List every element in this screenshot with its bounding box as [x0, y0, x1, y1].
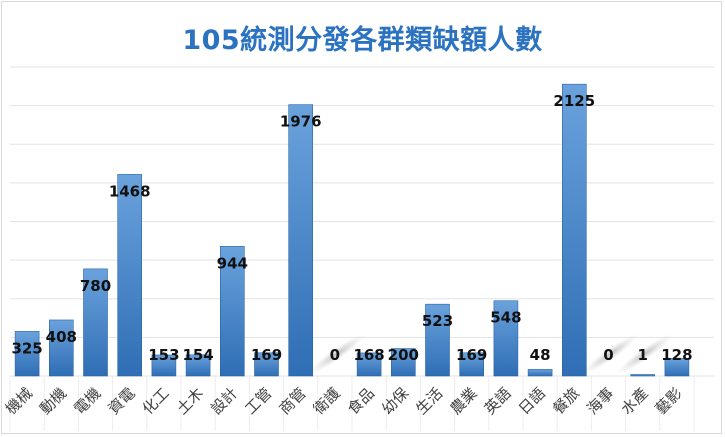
- category-label-餐旅: 餐旅: [549, 384, 583, 418]
- bar-shadows: [308, 333, 673, 375]
- value-label-英語: 548: [490, 309, 521, 327]
- bar-工管: [254, 352, 279, 377]
- category-label-水產: 水產: [618, 384, 652, 418]
- category-label-日語: 日語: [515, 384, 549, 418]
- bar-土木: [185, 354, 211, 377]
- value-label-資電: 1468: [109, 182, 151, 200]
- value-label-化工: 153: [148, 346, 179, 364]
- category-label-農業: 農業: [447, 384, 481, 418]
- bar-shadow: [308, 333, 365, 375]
- category-label-土木: 土木: [173, 384, 207, 418]
- value-label-設計: 944: [217, 254, 248, 272]
- gridlines: [9, 66, 714, 431]
- category-label-資電: 資電: [105, 384, 139, 418]
- bar-電機: [83, 268, 108, 377]
- category-label-食品: 食品: [344, 384, 378, 418]
- bar-shadow: [616, 333, 673, 375]
- category-label-動機: 動機: [36, 384, 70, 418]
- bar-shadow: [582, 333, 639, 375]
- value-label-工管: 169: [251, 346, 282, 364]
- value-label-農業: 169: [456, 346, 487, 364]
- value-label-幼保: 200: [388, 346, 419, 364]
- bar-商管: [288, 104, 314, 377]
- value-label-日語: 48: [530, 346, 551, 364]
- bar-食品: [356, 352, 382, 377]
- category-label-化工: 化工: [139, 384, 173, 418]
- bar-英語: [493, 300, 519, 377]
- bar-機械: [14, 331, 40, 377]
- value-label-海事: 0: [603, 346, 613, 364]
- bar-農業: [459, 352, 485, 377]
- value-label-動機: 408: [46, 328, 77, 346]
- value-label-衛護: 0: [330, 346, 340, 364]
- bar-水產: [630, 374, 656, 377]
- value-label-電機: 780: [80, 277, 111, 295]
- bar-生活: [425, 303, 450, 377]
- bar-日語: [527, 369, 553, 377]
- category-label-電機: 電機: [70, 384, 104, 418]
- value-label-藝影: 128: [661, 346, 692, 364]
- bar-設計: [220, 246, 245, 377]
- bars: [14, 83, 690, 377]
- category-label-機械: 機械: [2, 384, 36, 418]
- value-label-生活: 523: [422, 312, 453, 330]
- bar-動機: [48, 319, 74, 377]
- category-label-幼保: 幼保: [378, 384, 412, 418]
- category-label-衛護: 衛護: [310, 384, 344, 418]
- bar-藝影: [664, 358, 690, 377]
- bar-化工: [151, 354, 177, 377]
- category-label-英語: 英語: [481, 384, 515, 418]
- bar-資電: [117, 174, 142, 377]
- value-label-商管: 1976: [280, 113, 322, 131]
- bar-幼保: [390, 348, 416, 377]
- chart-title: 105統測分發各群類缺額人數: [182, 25, 543, 56]
- category-label-工管: 工管: [241, 384, 275, 418]
- category-labels: 機械 動機 電機 資電 化工 土木 設計 工管 商管 衛護 食品 幼保 生活 農業 英語 日語 餐旅 海事 水產 藝影: [2, 384, 686, 418]
- bar-餐旅: [561, 83, 587, 377]
- value-label-土木: 154: [182, 346, 213, 364]
- category-label-生活: 生活: [412, 384, 446, 418]
- category-label-商管: 商管: [276, 384, 310, 418]
- category-label-設計: 設計: [207, 384, 241, 418]
- category-label-藝影: 藝影: [652, 384, 686, 418]
- value-label-機械: 325: [11, 339, 42, 357]
- value-label-餐旅: 2125: [553, 92, 595, 110]
- value-label-食品: 168: [353, 346, 384, 364]
- category-label-海事: 海事: [583, 384, 617, 418]
- value-label-水產: 1: [637, 346, 647, 364]
